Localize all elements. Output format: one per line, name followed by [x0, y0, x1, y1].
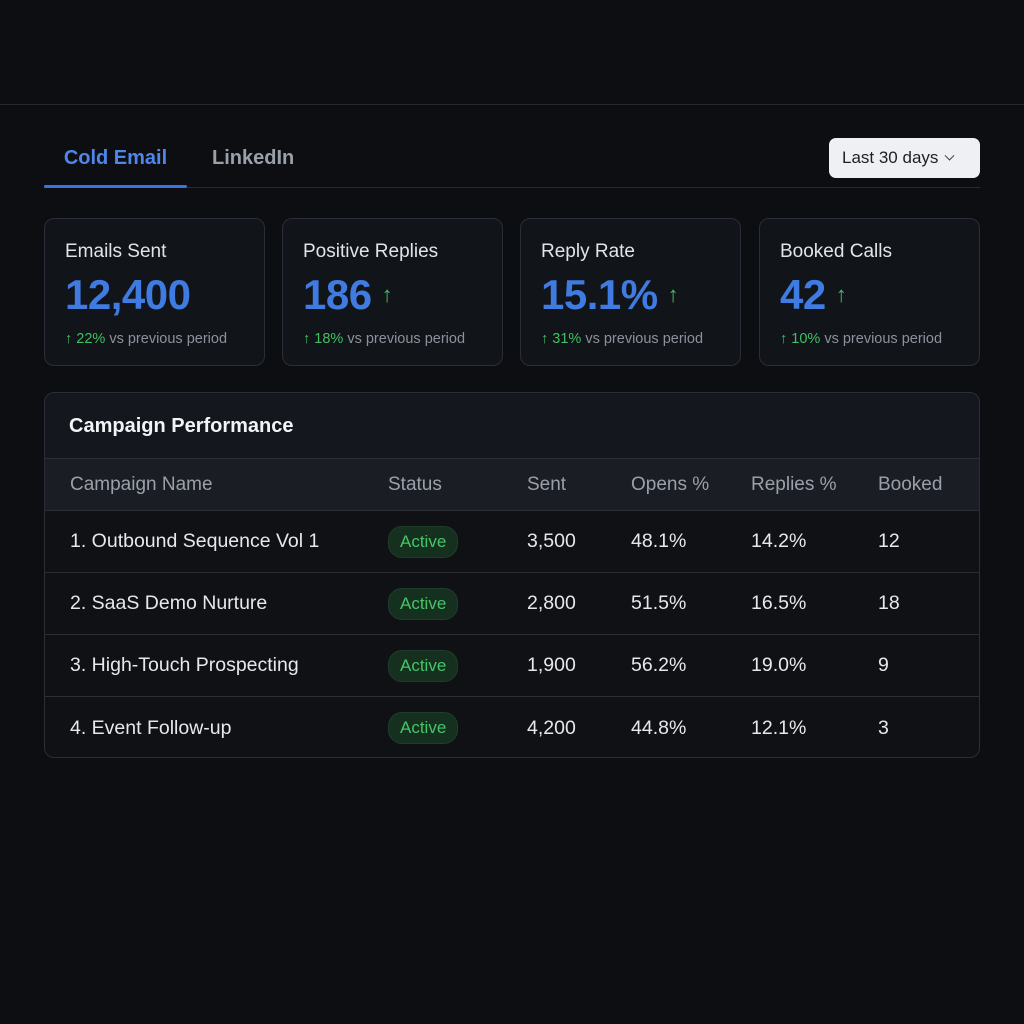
metric-card-reply-rate: Reply Rate 15.1% ↑ ↑ 31% vs previous per… — [520, 218, 741, 366]
sent-value: 1,900 — [527, 654, 576, 676]
tab-linkedin[interactable]: LinkedIn — [212, 147, 295, 169]
metric-value: 15.1% ↑ — [541, 271, 720, 319]
metric-delta: ↑ 31% vs previous period — [541, 331, 720, 347]
status-badge: Active — [388, 649, 459, 682]
arrow-up-icon: ↑ — [541, 331, 549, 347]
booked-value: 9 — [878, 654, 889, 676]
delta-text: vs previous period — [347, 331, 466, 347]
delta-percent: 10% — [791, 331, 821, 347]
metric-value: 186 ↑ — [303, 271, 482, 319]
campaign-name: 4. Event Follow-up — [70, 716, 232, 739]
top-divider — [0, 104, 1024, 105]
booked-value: 12 — [878, 530, 900, 552]
metric-value-number: 42 — [780, 271, 826, 318]
status-cell: Active — [388, 511, 459, 572]
delta-percent: 22% — [76, 331, 106, 347]
arrow-up-icon: ↑ — [303, 331, 311, 347]
metric-card-booked-calls: Booked Calls 42 ↑ ↑ 10% vs previous peri… — [759, 218, 980, 366]
date-range-select[interactable]: Last 30 days — [829, 138, 980, 178]
table-header: Campaign Name Status Sent Opens % Replie… — [45, 459, 979, 511]
column-header-booked[interactable]: Booked — [878, 473, 943, 495]
campaign-name: 2. SaaS Demo Nurture — [70, 592, 268, 614]
metric-label: Positive Replies — [303, 241, 439, 262]
column-header-campaign-name[interactable]: Campaign Name — [70, 473, 213, 495]
arrow-up-icon: ↑ — [780, 331, 788, 347]
metric-label: Reply Rate — [541, 241, 635, 262]
metric-value-number: 12,400 — [65, 271, 191, 318]
trend-up-icon: ↑ — [835, 282, 847, 307]
table-row[interactable]: 3. High-Touch Prospecting Active 1,900 5… — [45, 635, 979, 697]
delta-text: vs previous period — [109, 331, 228, 347]
booked-value: 3 — [878, 716, 889, 739]
metric-value: 42 ↑ — [780, 271, 959, 319]
replies-value: 14.2% — [751, 530, 807, 552]
sent-value: 2,800 — [527, 592, 576, 614]
arrow-up-icon: ↑ — [65, 331, 73, 347]
trend-up-icon: ↑ — [667, 282, 679, 307]
metric-delta: ↑ 22% vs previous period — [65, 331, 244, 347]
status-badge: Active — [388, 525, 459, 558]
channel-tabs: Cold Email LinkedIn — [44, 136, 980, 188]
date-range-value: Last 30 days — [842, 148, 939, 167]
metric-delta: ↑ 10% vs previous period — [780, 331, 959, 347]
replies-value: 19.0% — [751, 654, 807, 676]
metric-card-positive-replies: Positive Replies 186 ↑ ↑ 18% vs previous… — [282, 218, 503, 366]
column-header-status[interactable]: Status — [388, 473, 442, 495]
delta-percent: 18% — [314, 331, 344, 347]
campaign-name: 1. Outbound Sequence Vol 1 — [70, 530, 320, 552]
delta-text: vs previous period — [585, 331, 704, 347]
campaign-performance-panel: Campaign Performance Campaign Name Statu… — [44, 392, 980, 758]
replies-value: 12.1% — [751, 716, 807, 739]
delta-text: vs previous period — [824, 331, 943, 347]
delta-percent: 31% — [552, 331, 582, 347]
trend-up-icon: ↑ — [381, 282, 393, 307]
metric-delta: ↑ 18% vs previous period — [303, 331, 482, 347]
table-row[interactable]: 2. SaaS Demo Nurture Active 2,800 51.5% … — [45, 573, 979, 635]
campaign-name: 3. High-Touch Prospecting — [70, 654, 299, 676]
booked-value: 18 — [878, 592, 900, 614]
status-cell: Active — [388, 573, 459, 634]
metric-label: Booked Calls — [780, 241, 892, 262]
column-header-opens[interactable]: Opens % — [631, 473, 710, 495]
metric-card-emails-sent: Emails Sent 12,400 ↑ 22% vs previous per… — [44, 218, 265, 366]
status-cell: Active — [388, 635, 459, 696]
tab-cold-email[interactable]: Cold Email — [44, 136, 187, 188]
sent-value: 3,500 — [527, 530, 576, 552]
sent-value: 4,200 — [527, 716, 576, 739]
table-row[interactable]: 4. Event Follow-up Active 4,200 44.8% 12… — [45, 697, 979, 757]
metric-label: Emails Sent — [65, 241, 167, 262]
replies-value: 16.5% — [751, 592, 807, 614]
panel-title: Campaign Performance — [45, 393, 979, 459]
metric-value: 12,400 — [65, 271, 244, 319]
opens-value: 48.1% — [631, 530, 687, 552]
table-row[interactable]: 1. Outbound Sequence Vol 1 Active 3,500 … — [45, 511, 979, 573]
column-header-replies[interactable]: Replies % — [751, 473, 837, 495]
opens-value: 51.5% — [631, 592, 687, 614]
opens-value: 44.8% — [631, 716, 687, 739]
metric-value-number: 15.1% — [541, 271, 658, 318]
opens-value: 56.2% — [631, 654, 687, 676]
column-header-sent[interactable]: Sent — [527, 473, 567, 495]
metric-cards: Emails Sent 12,400 ↑ 22% vs previous per… — [44, 218, 980, 366]
chevron-down-icon — [944, 150, 955, 161]
status-badge: Active — [388, 712, 459, 744]
metric-value-number: 186 — [303, 271, 372, 318]
status-cell: Active — [388, 697, 459, 757]
status-badge: Active — [388, 587, 459, 620]
